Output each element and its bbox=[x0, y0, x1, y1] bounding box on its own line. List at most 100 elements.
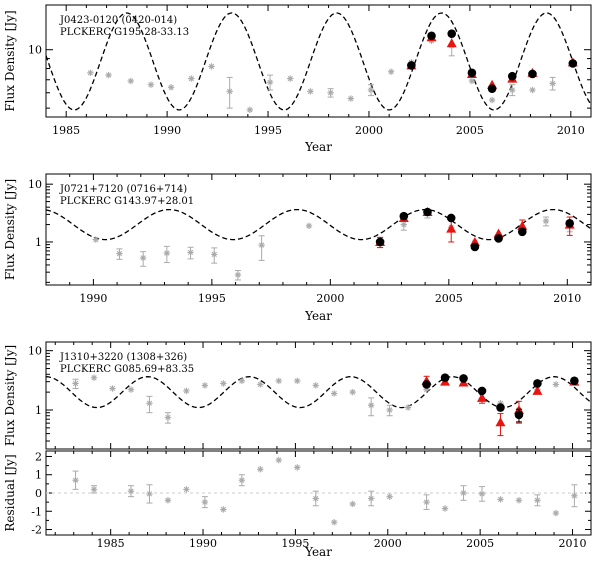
data-point-triangle bbox=[495, 417, 506, 427]
x-axis-title: Year bbox=[304, 140, 332, 154]
x-tick-label: 2000 bbox=[374, 537, 402, 550]
data-point-asterisk bbox=[307, 88, 314, 95]
y-tick-label: 2 bbox=[35, 450, 42, 463]
data-point-asterisk bbox=[72, 477, 79, 484]
data-point-asterisk bbox=[552, 509, 560, 517]
data-point-circle bbox=[375, 237, 385, 247]
data-point-asterisk bbox=[220, 506, 227, 513]
y-axis-title: Flux Density [Jy] bbox=[3, 345, 17, 446]
y-tick-label: -2 bbox=[31, 524, 42, 537]
plot-frame bbox=[45, 4, 592, 118]
data-point-asterisk bbox=[201, 498, 209, 506]
data-point-circle bbox=[407, 61, 416, 70]
data-point-asterisk bbox=[386, 493, 393, 500]
source-annotation: J0721+7120 (0716+714) bbox=[59, 184, 187, 195]
x-tick-label: 2010 bbox=[557, 124, 585, 137]
data-point-asterisk bbox=[294, 464, 301, 471]
data-point-circle bbox=[399, 211, 409, 221]
data-point-asterisk bbox=[367, 402, 375, 409]
y-tick-label: 1 bbox=[35, 236, 42, 249]
model-curve bbox=[46, 12, 591, 111]
x-tick-label: 1990 bbox=[189, 537, 217, 550]
data-point-circle bbox=[517, 227, 527, 237]
plot-frame bbox=[45, 341, 592, 450]
data-point-asterisk bbox=[147, 81, 155, 88]
x-tick-label: 2005 bbox=[466, 537, 494, 550]
data-point-asterisk bbox=[220, 380, 227, 387]
data-point-asterisk bbox=[183, 486, 190, 493]
data-point-asterisk bbox=[534, 497, 541, 504]
data-point-asterisk bbox=[188, 75, 195, 82]
data-point-asterisk bbox=[478, 490, 486, 498]
y-axis-title: Flux Density [Jy] bbox=[3, 10, 17, 111]
x-tick-label: 2005 bbox=[435, 292, 463, 305]
data-point-circle bbox=[459, 374, 468, 383]
data-point-asterisk bbox=[163, 249, 171, 257]
data-point-circle bbox=[496, 403, 505, 412]
data-point-asterisk bbox=[387, 68, 395, 75]
panel-3: 1 10 Flux Density [Jy] J1310+3220 (1308+326… bbox=[3, 341, 592, 450]
data-point-asterisk bbox=[441, 505, 449, 512]
x-axis-title: Year bbox=[304, 545, 332, 559]
data-point-circle bbox=[507, 71, 517, 81]
data-point-circle bbox=[570, 376, 579, 386]
y-tick-label: 1 bbox=[35, 469, 42, 482]
data-point-asterisk bbox=[258, 241, 265, 249]
data-layer bbox=[46, 373, 591, 437]
source-annotation: PLCKERC G143.97+28.01 bbox=[60, 196, 194, 207]
data-point-circle bbox=[467, 68, 477, 78]
data-point-asterisk bbox=[294, 377, 301, 385]
data-point-triangle bbox=[517, 220, 528, 230]
data-point-circle bbox=[568, 59, 578, 68]
y-tick-label: 10 bbox=[28, 345, 42, 358]
data-point-circle bbox=[494, 234, 503, 243]
data-point-circle bbox=[470, 242, 480, 252]
data-point-asterisk bbox=[349, 500, 356, 508]
data-point-asterisk bbox=[139, 254, 147, 262]
data-point-asterisk bbox=[72, 380, 79, 387]
model-curve bbox=[46, 208, 591, 241]
data-point-asterisk bbox=[87, 69, 94, 77]
data-point-circle bbox=[447, 29, 457, 38]
data-point-asterisk bbox=[90, 486, 98, 493]
data-point-circle bbox=[440, 373, 450, 383]
data-point-asterisk bbox=[287, 75, 294, 82]
data-point-asterisk bbox=[116, 250, 123, 257]
data-point-asterisk bbox=[509, 86, 516, 94]
data-point-asterisk bbox=[552, 381, 560, 388]
x-tick-label: 1995 bbox=[281, 537, 309, 550]
data-point-asterisk bbox=[92, 236, 99, 243]
data-point-asterisk bbox=[164, 497, 172, 504]
data-point-asterisk bbox=[549, 80, 556, 87]
y-tick-label: 10 bbox=[28, 178, 42, 191]
x-tick-label: 2000 bbox=[355, 124, 383, 137]
y-tick-label: 10 bbox=[28, 44, 42, 57]
data-point-asterisk bbox=[187, 249, 194, 256]
x-tick-label: 2005 bbox=[456, 124, 484, 137]
panel-2: 1990 1995 2000 2005 2010 1 10 Flux Density [Jy]… bbox=[3, 173, 592, 323]
data-point-circle bbox=[565, 219, 574, 228]
x-tick-label: 2000 bbox=[316, 292, 344, 305]
panel-4: 1985 1990 1995 2000 2005 2010 -2 -1 0 1 2 Residual … bbox=[3, 450, 592, 559]
data-point-asterisk bbox=[349, 388, 356, 396]
y-axis-title: Residual [Jy] bbox=[3, 454, 17, 531]
data-point-asterisk bbox=[127, 487, 135, 495]
data-point-triangle bbox=[446, 38, 457, 48]
data-point-asterisk bbox=[109, 385, 116, 392]
data-point-asterisk bbox=[367, 86, 375, 94]
data-point-circle bbox=[446, 213, 456, 223]
data-point-asterisk bbox=[347, 95, 354, 102]
data-point-asterisk bbox=[460, 489, 467, 497]
data-point-asterisk bbox=[238, 377, 246, 385]
x-tick-label: 1985 bbox=[52, 124, 80, 137]
panel-1: 1985 1990 1995 2000 2005 2010 10 Flux Density [… bbox=[3, 4, 592, 154]
data-point-asterisk bbox=[201, 382, 209, 389]
data-point-asterisk bbox=[571, 492, 578, 499]
data-point-asterisk bbox=[367, 495, 375, 502]
data-point-circle bbox=[427, 31, 436, 41]
data-point-asterisk bbox=[266, 79, 274, 86]
data-point-asterisk bbox=[257, 381, 264, 388]
data-point-asterisk bbox=[275, 456, 282, 464]
data-point-asterisk bbox=[312, 382, 319, 389]
x-tick-label: 1990 bbox=[79, 292, 107, 305]
